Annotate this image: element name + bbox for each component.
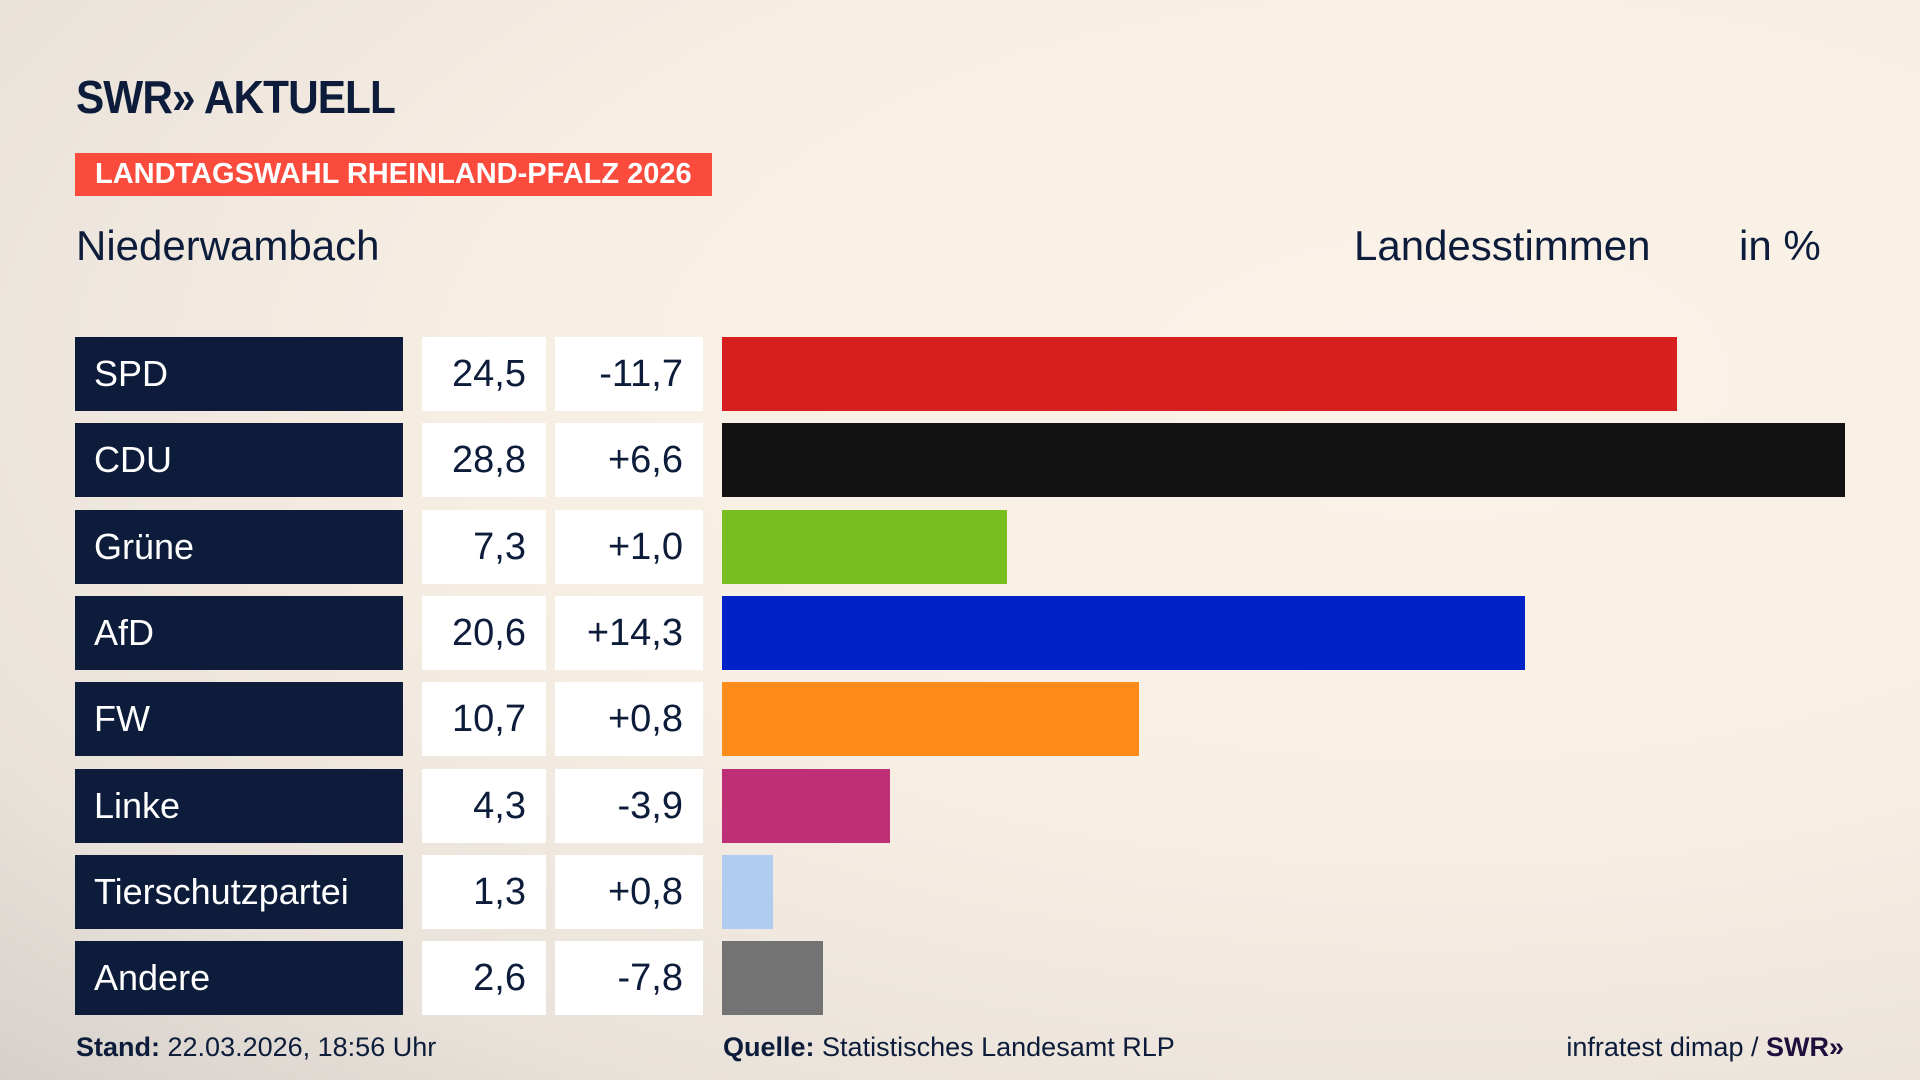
bar-cdu xyxy=(722,423,1845,498)
diff-label: +1,0 xyxy=(555,509,703,584)
diff-label: +0,8 xyxy=(555,682,703,757)
credit: infratest dimap / SWR» xyxy=(1566,1032,1844,1063)
party-label: FW xyxy=(75,682,403,757)
value-label: 4,3 xyxy=(422,768,546,843)
bar-spd xyxy=(722,337,1678,411)
timestamp: Stand: 22.03.2026, 18:56 Uhr xyxy=(76,1032,436,1063)
result-row: FW 10,7 +0,8 xyxy=(0,682,1920,757)
source-label: Quelle: xyxy=(723,1032,815,1062)
bar-afd xyxy=(722,595,1526,670)
diff-label: -7,8 xyxy=(555,941,703,1016)
election-banner: LANDTAGSWAHL RHEINLAND-PFALZ 2026 xyxy=(75,153,712,196)
party-label: CDU xyxy=(75,423,403,498)
stand-value: 22.03.2026, 18:56 Uhr xyxy=(167,1032,437,1062)
bar-fw xyxy=(722,682,1140,757)
swr-aktuell-logo: SWR» AKTUELL xyxy=(76,71,396,123)
value-label: 10,7 xyxy=(422,682,546,757)
value-label: 20,6 xyxy=(422,595,546,670)
result-row: Andere 2,6 -7,8 xyxy=(0,941,1920,1016)
party-label: AfD xyxy=(75,595,403,670)
result-row: Linke 4,3 -3,9 xyxy=(0,768,1920,843)
source-value: Statistisches Landesamt RLP xyxy=(822,1032,1175,1062)
source: Quelle: Statistisches Landesamt RLP xyxy=(723,1032,1175,1063)
result-row: Grüne 7,3 +1,0 xyxy=(0,509,1920,584)
party-label: SPD xyxy=(75,337,403,411)
result-row: AfD 20,6 +14,3 xyxy=(0,595,1920,670)
value-label: 2,6 xyxy=(422,941,546,1016)
bar-grüne xyxy=(722,509,1007,584)
party-label: Andere xyxy=(75,941,403,1016)
party-label: Grüne xyxy=(75,509,403,584)
diff-label: +0,8 xyxy=(555,854,703,929)
stand-label: Stand: xyxy=(76,1032,160,1062)
value-label: 7,3 xyxy=(422,509,546,584)
place-title: Niederwambach xyxy=(76,222,380,269)
credit-text: infratest dimap / xyxy=(1566,1032,1759,1062)
party-label: Tierschutzpartei xyxy=(75,854,403,929)
bar-tierschutzpartei xyxy=(722,854,773,929)
result-row: SPD 24,5 -11,7 xyxy=(0,337,1920,411)
bar-andere xyxy=(722,941,824,1016)
diff-label: +6,6 xyxy=(555,423,703,498)
swr-logo-small: SWR» xyxy=(1765,1032,1844,1062)
result-row: CDU 28,8 +6,6 xyxy=(0,423,1920,498)
unit-label: in % xyxy=(1739,222,1821,269)
value-label: 24,5 xyxy=(422,337,546,411)
bar-linke xyxy=(722,768,890,843)
votes-type-label: Landesstimmen xyxy=(1354,222,1651,269)
value-label: 28,8 xyxy=(422,423,546,498)
diff-label: -11,7 xyxy=(555,337,703,411)
result-row: Tierschutzpartei 1,3 +0,8 xyxy=(0,854,1920,929)
value-label: 1,3 xyxy=(422,854,546,929)
diff-label: +14,3 xyxy=(555,595,703,670)
diff-label: -3,9 xyxy=(555,768,703,843)
party-label: Linke xyxy=(75,768,403,843)
